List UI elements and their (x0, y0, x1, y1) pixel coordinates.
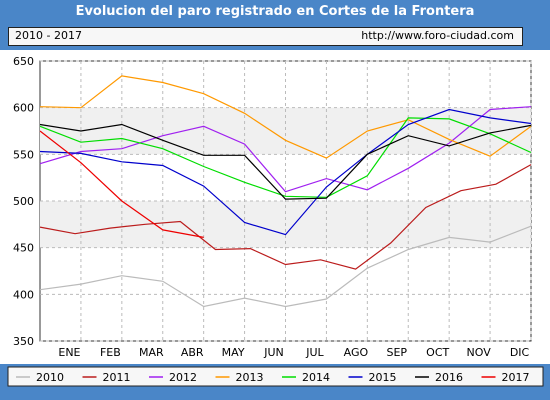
x-tick-label: JUN (263, 346, 284, 359)
y-tick-label: 650 (13, 55, 34, 68)
x-tick-label: ABR (181, 346, 204, 359)
legend-label-2010: 2010 (36, 371, 64, 384)
y-tick-label: 350 (13, 335, 34, 348)
legend-label-2012: 2012 (169, 371, 197, 384)
series-line-2016 (39, 123, 532, 200)
chart-title: Evolucion del paro registrado en Cortes … (75, 4, 475, 19)
legend-label-2015: 2015 (369, 371, 397, 384)
legend-label-2017: 2017 (502, 371, 530, 384)
series-line-2013 (39, 75, 532, 159)
legend-label-2016: 2016 (435, 371, 463, 384)
x-tick-label: MAR (139, 346, 164, 359)
x-tick-label: FEB (100, 346, 121, 359)
x-tick-label: MAY (222, 346, 245, 359)
series-line-2014 (39, 117, 532, 198)
series-line-2010 (39, 225, 532, 308)
info-bar: 2010 - 2017 http://www.foro-ciudad.com (8, 27, 523, 46)
legend-box (7, 366, 544, 387)
y-tick-label: 550 (13, 148, 34, 161)
y-tick-label: 600 (13, 102, 34, 115)
legend-label-2011: 2011 (103, 371, 131, 384)
series-line-2015 (39, 108, 532, 236)
x-tick-label: JUL (305, 346, 324, 359)
series-line-2012 (39, 106, 532, 193)
y-tick-label: 500 (13, 195, 34, 208)
x-tick-label: SEP (387, 346, 408, 359)
y-tick-label: 450 (13, 242, 34, 255)
period-label: 2010 - 2017 (15, 29, 82, 42)
x-tick-label: AGO (344, 346, 369, 359)
x-tick-label: OCT (426, 346, 449, 359)
website-link[interactable]: http://www.foro-ciudad.com (361, 29, 514, 42)
series-line-2017 (39, 130, 204, 238)
legend-label-2013: 2013 (236, 371, 264, 384)
x-tick-label: NOV (467, 346, 492, 359)
x-tick-label: ENE (58, 346, 80, 359)
y-tick-label: 400 (13, 288, 34, 301)
series-line-2011 (39, 164, 532, 270)
x-tick-label: DIC (510, 346, 530, 359)
legend-label-2014: 2014 (302, 371, 330, 384)
